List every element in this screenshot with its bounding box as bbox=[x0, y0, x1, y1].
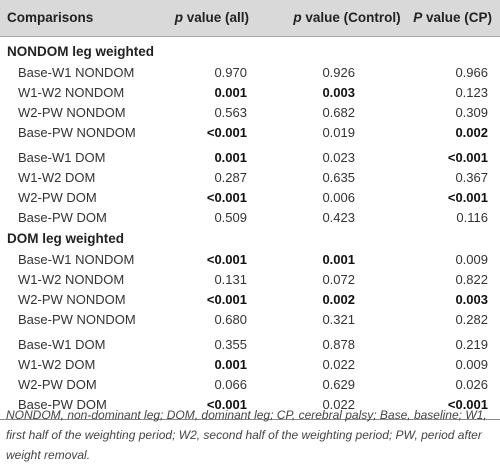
p-control-cell: 0.002 bbox=[322, 292, 355, 307]
p-cp-cell: 0.116 bbox=[456, 210, 488, 225]
results-table: Comparisons p value (all) p value (Contr… bbox=[0, 0, 500, 420]
p-control-cell: 0.019 bbox=[322, 125, 355, 140]
comparison-label: W2-PW DOM bbox=[18, 190, 97, 205]
comparison-label: Base-PW NONDOM bbox=[18, 312, 136, 327]
p-all-cell: 0.001 bbox=[214, 357, 247, 372]
comparison-label: W1-W2 DOM bbox=[18, 357, 96, 372]
p-cp-cell: 0.003 bbox=[455, 292, 488, 307]
comparison-label: Base-W1 NONDOM bbox=[18, 252, 135, 267]
p-all-cell: 0.066 bbox=[214, 377, 247, 392]
table-row: W2-PW DOM <0.001 0.006 <0.001 bbox=[0, 188, 500, 208]
table-header: Comparisons p value (all) p value (Contr… bbox=[0, 0, 500, 37]
p-control-cell: 0.878 bbox=[322, 337, 355, 352]
p-cp-cell: <0.001 bbox=[447, 190, 488, 205]
p-control-cell: 0.023 bbox=[322, 150, 355, 165]
table-row: Base-PW DOM 0.509 0.423 0.116 bbox=[0, 208, 500, 228]
comparison-label: Base-PW DOM bbox=[18, 210, 107, 225]
p-control-cell: 0.003 bbox=[322, 85, 355, 100]
p-all-cell: 0.563 bbox=[214, 105, 247, 120]
table-row: Base-PW NONDOM <0.001 0.019 0.002 bbox=[0, 123, 500, 143]
table-row: Base-W1 DOM 0.355 0.878 0.219 bbox=[0, 335, 500, 355]
p-cp-cell: 0.026 bbox=[455, 377, 488, 392]
p-control-cell: 0.006 bbox=[322, 190, 355, 205]
p-control-cell: 0.423 bbox=[322, 210, 355, 225]
p-cp-cell: 0.966 bbox=[455, 65, 488, 80]
table-row: W2-PW NONDOM <0.001 0.002 0.003 bbox=[0, 290, 500, 310]
p-cp-cell: <0.001 bbox=[447, 397, 488, 412]
p-all-cell: <0.001 bbox=[206, 125, 247, 140]
table-row: Base-PW DOM <0.001 0.022 <0.001 bbox=[0, 395, 500, 415]
p-all-cell: 0.355 bbox=[214, 337, 247, 352]
p-all-cell: <0.001 bbox=[206, 190, 247, 205]
header-comparisons: Comparisons bbox=[7, 10, 94, 25]
comparison-label: W1-W2 NONDOM bbox=[18, 272, 125, 287]
p-all-cell: <0.001 bbox=[206, 292, 247, 307]
table-body: NONDOM leg weighted Base-W1 NONDOM 0.970 0.… bbox=[0, 37, 500, 415]
table-row: W1-W2 NONDOM 0.001 0.003 0.123 bbox=[0, 83, 500, 103]
p-all-cell: <0.001 bbox=[206, 252, 247, 267]
table-row: W2-PW DOM 0.066 0.629 0.026 bbox=[0, 375, 500, 395]
table-row: Base-PW NONDOM 0.680 0.321 0.282 bbox=[0, 310, 500, 330]
p-control-cell: 0.001 bbox=[322, 252, 355, 267]
p-cp-cell: 0.123 bbox=[455, 85, 488, 100]
header-p-all: p value (all) bbox=[174, 10, 249, 25]
comparison-label: Base-W1 NONDOM bbox=[18, 65, 135, 80]
p-cp-cell: 0.367 bbox=[455, 170, 488, 185]
p-control-cell: 0.022 bbox=[322, 397, 355, 412]
p-control-cell: 0.321 bbox=[322, 312, 355, 327]
comparison-label: W1-W2 DOM bbox=[18, 170, 96, 185]
table-footnote: NONDOM, non-dominant leg; DOM, dominant … bbox=[6, 408, 487, 462]
p-cp-cell: <0.001 bbox=[447, 150, 488, 165]
table-row: Base-W1 DOM 0.001 0.023 <0.001 bbox=[0, 148, 500, 168]
p-all-cell: <0.001 bbox=[206, 397, 247, 412]
p-cp-cell: 0.009 bbox=[455, 357, 488, 372]
p-control-cell: 0.629 bbox=[322, 377, 355, 392]
header-p-cp: P value (CP) bbox=[413, 10, 492, 25]
header-p-control: p value (Control) bbox=[293, 10, 401, 25]
table-row: W1-W2 DOM 0.287 0.635 0.367 bbox=[0, 168, 500, 188]
p-all-cell: 0.001 bbox=[214, 150, 247, 165]
table-row: Base-W1 NONDOM 0.970 0.926 0.966 bbox=[0, 63, 500, 83]
comparison-label: Base-PW NONDOM bbox=[18, 125, 136, 140]
p-all-cell: 0.001 bbox=[214, 85, 247, 100]
p-all-cell: 0.287 bbox=[214, 170, 247, 185]
table-row: Base-W1 NONDOM <0.001 0.001 0.009 bbox=[0, 250, 500, 270]
comparison-label: W2-PW DOM bbox=[18, 377, 97, 392]
comparison-label: Base-W1 DOM bbox=[18, 337, 106, 352]
p-control-cell: 0.022 bbox=[322, 357, 355, 372]
p-all-cell: 0.680 bbox=[214, 312, 247, 327]
table-row: W1-W2 NONDOM 0.131 0.072 0.822 bbox=[0, 270, 500, 290]
p-control-cell: 0.072 bbox=[322, 272, 355, 287]
p-cp-cell: 0.009 bbox=[455, 252, 488, 267]
p-cp-cell: 0.002 bbox=[455, 125, 488, 140]
table-row: W2-PW NONDOM 0.563 0.682 0.309 bbox=[0, 103, 500, 123]
p-cp-cell: 0.822 bbox=[455, 272, 488, 287]
p-control-cell: 0.926 bbox=[322, 65, 355, 80]
p-all-cell: 0.131 bbox=[214, 272, 247, 287]
table-bottom-rule bbox=[0, 419, 500, 420]
section-title: NONDOM leg weighted bbox=[7, 44, 155, 59]
p-cp-cell: 0.219 bbox=[455, 337, 488, 352]
p-cp-cell: 0.282 bbox=[455, 312, 488, 327]
p-all-cell: 0.970 bbox=[214, 65, 247, 80]
comparison-label: W2-PW NONDOM bbox=[18, 105, 126, 120]
section-title: DOM leg weighted bbox=[7, 231, 125, 246]
comparison-label: W2-PW NONDOM bbox=[18, 292, 126, 307]
comparison-label: Base-W1 DOM bbox=[18, 150, 106, 165]
p-all-cell: 0.509 bbox=[214, 210, 247, 225]
table-row: W1-W2 DOM 0.001 0.022 0.009 bbox=[0, 355, 500, 375]
comparison-label: Base-PW DOM bbox=[18, 397, 107, 412]
comparison-label: W1-W2 NONDOM bbox=[18, 85, 125, 100]
p-control-cell: 0.635 bbox=[322, 170, 355, 185]
p-cp-cell: 0.309 bbox=[455, 105, 488, 120]
p-control-cell: 0.682 bbox=[322, 105, 355, 120]
